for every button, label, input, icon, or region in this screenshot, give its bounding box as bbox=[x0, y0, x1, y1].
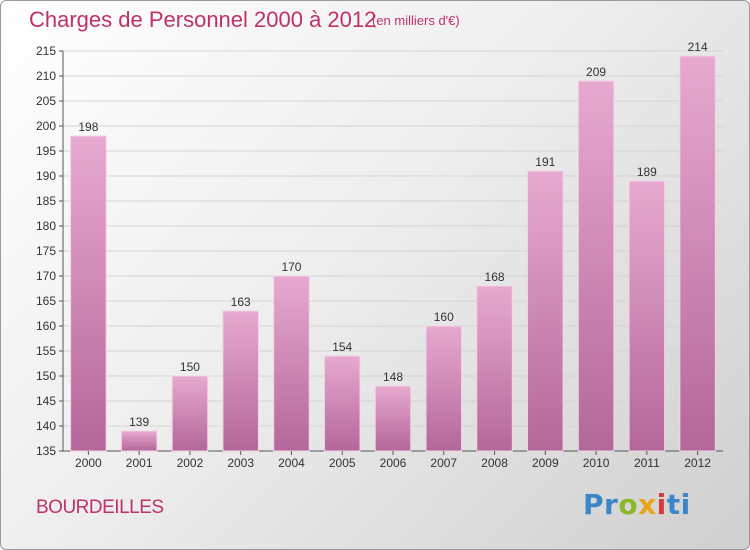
x-tick-label: 2005 bbox=[329, 456, 356, 470]
x-tick-labels: 2000 2001 2002 2003 2004 2005 2006 2007 2008 2009… bbox=[75, 451, 711, 470]
logo-part: Pr bbox=[583, 488, 619, 521]
bar bbox=[222, 310, 259, 452]
data-label: 150 bbox=[180, 360, 200, 374]
x-tick-label: 2006 bbox=[380, 456, 407, 470]
y-tick-label: 190 bbox=[36, 169, 56, 183]
bar bbox=[323, 355, 361, 452]
bar bbox=[476, 285, 513, 452]
y-tick-labels: 135 140 145 150 155 160 165 170 175 180 185 190 195 2… bbox=[36, 44, 56, 458]
logo-part: ti bbox=[666, 488, 691, 521]
data-label: 198 bbox=[78, 120, 98, 134]
x-tick-label: 2000 bbox=[75, 456, 102, 470]
y-tick-label: 160 bbox=[36, 319, 56, 333]
logo-part: o bbox=[618, 488, 639, 521]
y-tick-label: 175 bbox=[36, 244, 56, 258]
bar bbox=[171, 375, 209, 452]
data-label: 154 bbox=[332, 340, 352, 354]
bar bbox=[70, 135, 107, 452]
data-label: 191 bbox=[535, 155, 555, 169]
bars bbox=[70, 55, 716, 452]
data-label: 209 bbox=[586, 65, 606, 79]
proxiti-logo[interactable]: Proxiti bbox=[583, 488, 691, 521]
x-tick-label: 2002 bbox=[177, 456, 204, 470]
y-tick-label: 170 bbox=[36, 269, 56, 283]
y-tick-label: 210 bbox=[36, 69, 56, 83]
y-tick-label: 200 bbox=[36, 119, 56, 133]
bar bbox=[374, 385, 412, 452]
logo-part: i bbox=[656, 488, 667, 521]
x-tick-label: 2012 bbox=[684, 456, 711, 470]
y-tick-label: 140 bbox=[36, 419, 56, 433]
data-label: 189 bbox=[637, 165, 657, 179]
y-tick-label: 215 bbox=[36, 44, 56, 58]
data-labels: 198 139 150 163 170 154 148 160 168 191 209 189 214 bbox=[78, 40, 708, 429]
data-label: 170 bbox=[281, 260, 301, 274]
bar bbox=[628, 180, 666, 452]
y-tick-label: 205 bbox=[36, 94, 56, 108]
bar bbox=[273, 275, 310, 452]
y-tick-label: 195 bbox=[36, 144, 56, 158]
y-tick-label: 145 bbox=[36, 394, 56, 408]
data-label: 148 bbox=[383, 370, 403, 384]
bar bbox=[577, 80, 615, 452]
y-tick-label: 135 bbox=[36, 444, 56, 458]
y-tick-label: 155 bbox=[36, 344, 56, 358]
x-tick-label: 2008 bbox=[481, 456, 508, 470]
data-label: 160 bbox=[434, 310, 454, 324]
bar bbox=[527, 170, 564, 452]
y-tick-label: 180 bbox=[36, 219, 56, 233]
commune-name: BOURDEILLES bbox=[36, 497, 164, 518]
x-tick-label: 2011 bbox=[634, 456, 660, 470]
chart-subtitle: (en milliers d'€) bbox=[372, 13, 460, 28]
bar bbox=[679, 55, 716, 452]
bar bbox=[425, 325, 463, 452]
data-label: 214 bbox=[688, 40, 708, 54]
x-tick-label: 2007 bbox=[430, 456, 457, 470]
y-tick-label: 185 bbox=[36, 194, 56, 208]
x-tick-label: 2001 bbox=[126, 456, 153, 470]
data-label: 139 bbox=[129, 415, 149, 429]
logo-part: x bbox=[638, 488, 657, 521]
x-tick-label: 2010 bbox=[583, 456, 610, 470]
y-tick-label: 165 bbox=[36, 294, 56, 308]
x-tick-label: 2003 bbox=[227, 456, 254, 470]
data-label: 163 bbox=[231, 295, 251, 309]
bar bbox=[120, 430, 158, 452]
chart-title: Charges de Personnel 2000 à 2012 bbox=[29, 7, 377, 32]
y-tick-label: 150 bbox=[36, 369, 56, 383]
x-tick-label: 2004 bbox=[278, 456, 305, 470]
data-label: 168 bbox=[485, 270, 505, 284]
x-tick-label: 2009 bbox=[532, 456, 559, 470]
